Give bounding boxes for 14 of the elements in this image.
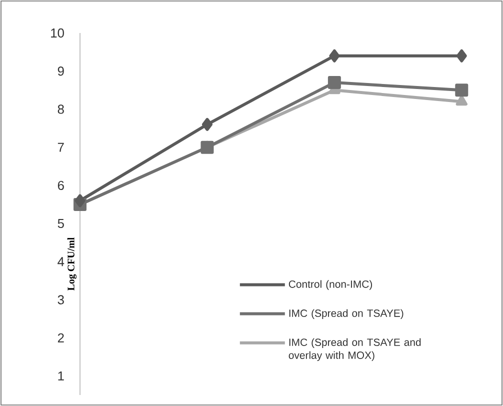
y-tick-label: 2 (58, 333, 64, 342)
y-tick-label: 4 (58, 257, 64, 266)
y-tick-label: 9 (58, 66, 64, 76)
y-tick-label: 8 (58, 104, 64, 114)
y-tick-label: 5 (58, 219, 64, 228)
legend-label: IMC (Spread on TSAYE) (289, 309, 404, 319)
y-tick-label: 7 (58, 142, 64, 152)
legend-label: Control (non-IMC) (288, 280, 372, 290)
y-tick-label: 10 (51, 28, 64, 38)
y-tick-label: 3 (58, 295, 64, 304)
y-tick-label: 6 (58, 180, 64, 190)
legend-label: IMC (Spread on TSAYE and overlay with MOX) (288, 338, 421, 362)
y-axis-title: Log CFU/ml (67, 237, 76, 291)
y-tick-label: 1 (58, 371, 64, 380)
